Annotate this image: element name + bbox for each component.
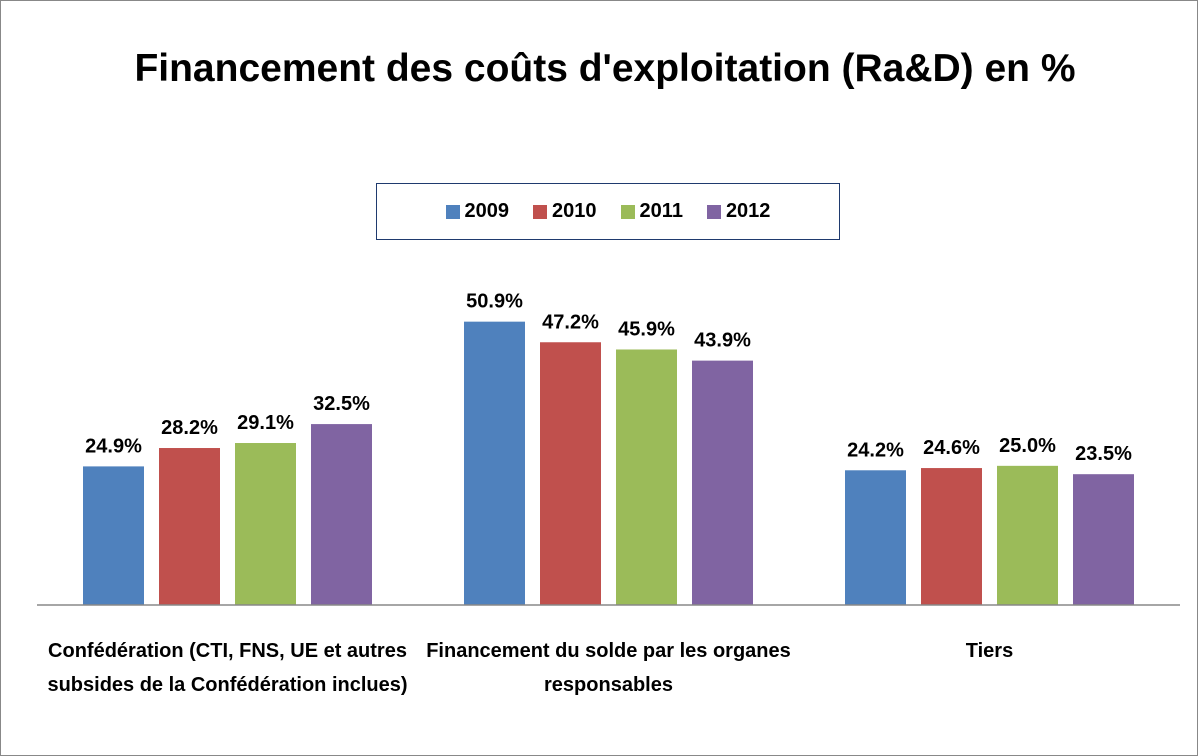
legend-swatch bbox=[533, 204, 548, 219]
legend-item: 2009 bbox=[445, 200, 510, 223]
data-label: 43.9% bbox=[694, 330, 751, 352]
bar bbox=[997, 465, 1058, 605]
data-label: 47.2% bbox=[542, 311, 599, 333]
data-label: 24.6% bbox=[923, 437, 980, 459]
bar bbox=[311, 424, 372, 605]
legend-label: 2011 bbox=[639, 200, 683, 222]
data-label: 23.5% bbox=[1075, 443, 1132, 465]
bar bbox=[464, 321, 525, 605]
bar bbox=[159, 448, 220, 605]
data-label: 32.5% bbox=[313, 393, 370, 415]
bar bbox=[616, 349, 677, 605]
legend-label: 2009 bbox=[464, 200, 510, 222]
bar bbox=[235, 443, 296, 605]
bar bbox=[845, 470, 906, 605]
bar bbox=[540, 342, 601, 605]
legend-label: 2012 bbox=[725, 200, 771, 222]
x-tick-label: Financement du solde par les organes res… bbox=[426, 640, 791, 696]
data-label: 28.2% bbox=[161, 417, 218, 439]
data-label: 24.9% bbox=[85, 435, 142, 457]
data-label: 25.0% bbox=[999, 435, 1056, 457]
x-tick-label: Confédération (CTI, FNS, UE et autres su… bbox=[47, 640, 408, 696]
legend-item: 2011 bbox=[620, 200, 683, 223]
legend-swatch bbox=[445, 204, 460, 219]
legend-swatch bbox=[706, 204, 721, 219]
legend-label: 2010 bbox=[552, 200, 597, 222]
bar bbox=[921, 468, 982, 605]
x-tick-label: Tiers bbox=[965, 640, 1014, 662]
data-label: 29.1% bbox=[237, 412, 294, 434]
legend-item: 2012 bbox=[706, 200, 771, 223]
legend-swatch bbox=[620, 204, 635, 219]
data-label: 45.9% bbox=[618, 318, 675, 340]
bar bbox=[83, 466, 144, 605]
bar bbox=[1073, 474, 1134, 605]
chart-title: Financement des coûts d'exploitation (Ra… bbox=[134, 47, 1076, 90]
data-label: 50.9% bbox=[466, 291, 523, 313]
data-label: 24.2% bbox=[847, 439, 904, 461]
bar bbox=[692, 360, 753, 605]
legend-item: 2010 bbox=[533, 200, 597, 223]
legend: 2009 2010 2011 2012 bbox=[376, 183, 840, 240]
